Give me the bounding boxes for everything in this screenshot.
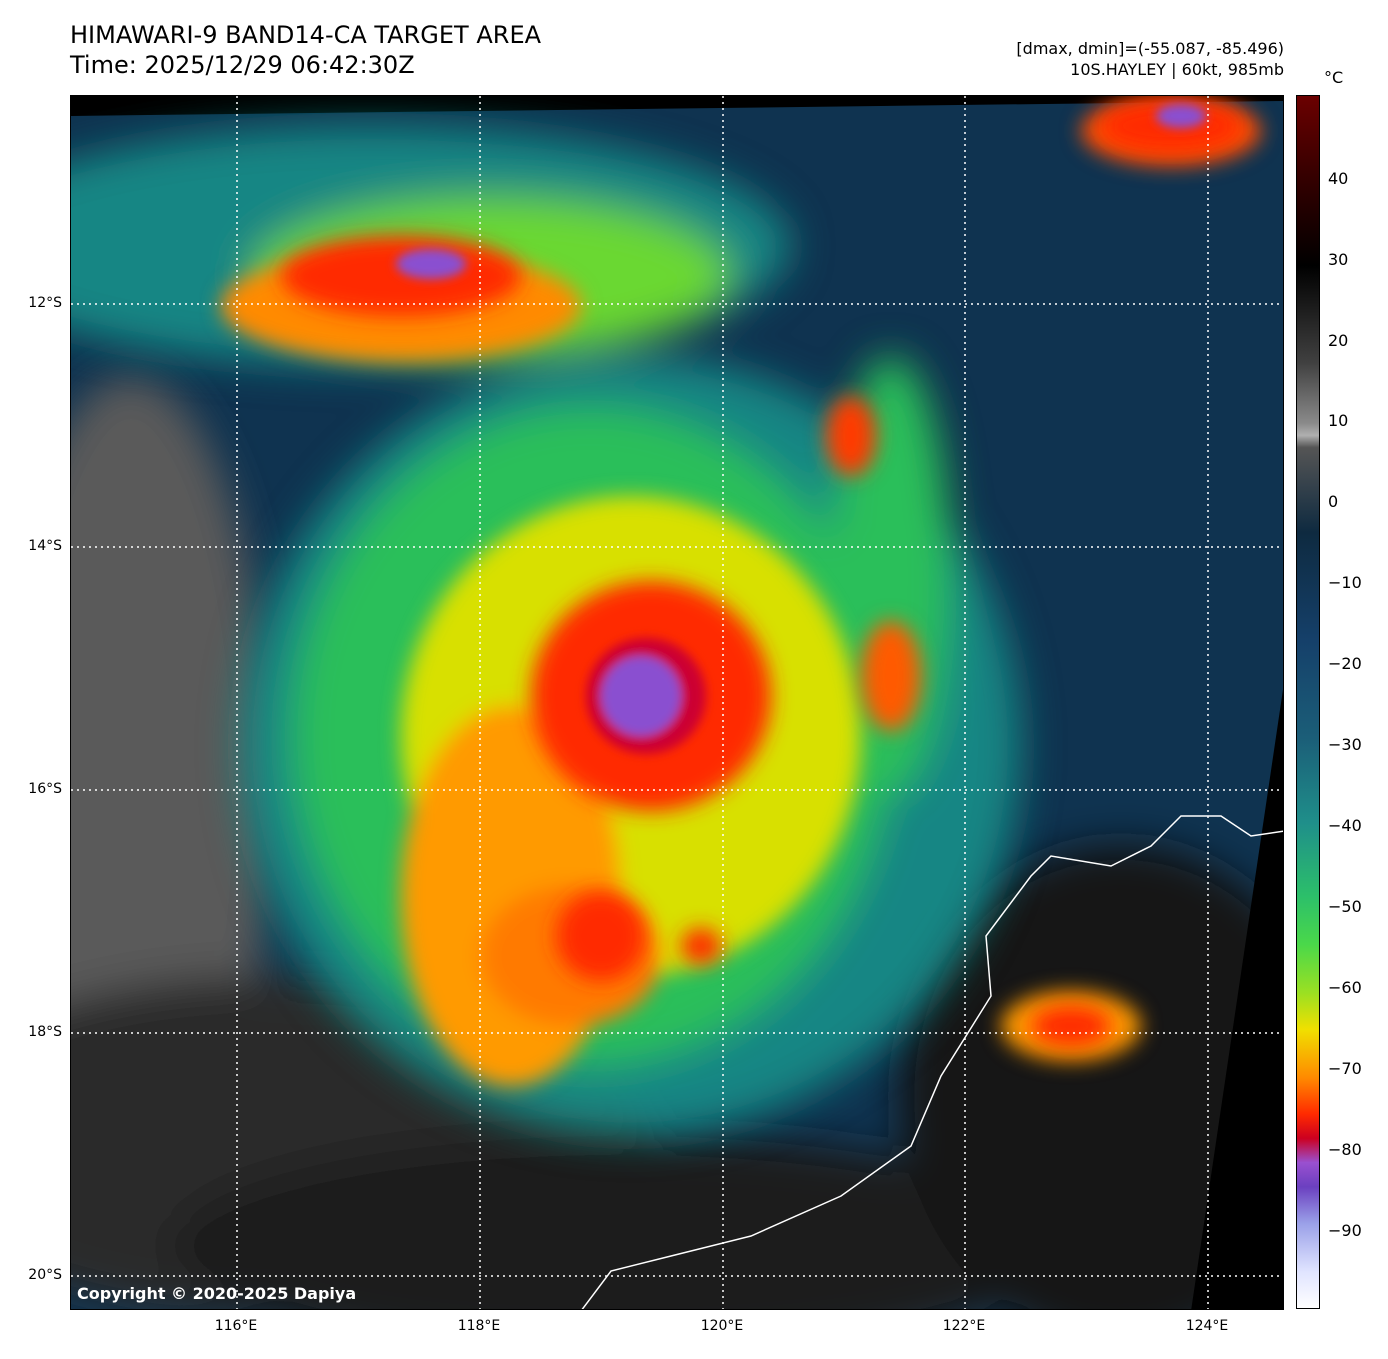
lon-label-122e: 122°E xyxy=(942,1318,986,1334)
colorbar-tick: −30 xyxy=(1328,735,1362,754)
lat-label-16s: 16°S xyxy=(28,781,62,797)
colorbar-unit: °C xyxy=(1324,68,1344,87)
colorbar-tick: −10 xyxy=(1328,573,1362,592)
colorbar-tick: −40 xyxy=(1328,816,1362,835)
colorbar-tick: 10 xyxy=(1328,411,1349,430)
colorbar-tick: −70 xyxy=(1328,1059,1362,1078)
title-line-2: Time: 2025/12/29 06:42:30Z xyxy=(70,51,415,79)
storm-text: 10S.HAYLEY | 60kt, 985mb xyxy=(1070,60,1284,79)
colorbar-tick: 30 xyxy=(1328,250,1349,269)
satellite-map: Copyright © 2020-2025 Dapiya xyxy=(70,95,1284,1310)
lat-label-12s: 12°S xyxy=(28,295,62,311)
lat-label-14s: 14°S xyxy=(28,538,62,554)
colorbar-tick: 40 xyxy=(1328,169,1349,188)
map-title: HIMAWARI-9 BAND14-CA TARGET AREA Time: 2… xyxy=(70,20,541,80)
colorbar-tick: −20 xyxy=(1328,654,1362,673)
range-text: [dmax, dmin]=(-55.087, -85.496) xyxy=(1016,39,1284,58)
colorbar xyxy=(1296,95,1320,1309)
colorbar-tick: 20 xyxy=(1328,331,1349,350)
title-line-1: HIMAWARI-9 BAND14-CA TARGET AREA xyxy=(70,21,542,49)
colorbar-tick: −50 xyxy=(1328,897,1362,916)
lat-label-18s: 18°S xyxy=(28,1024,62,1040)
colorbar-tick: −90 xyxy=(1328,1221,1362,1240)
copyright-text: Copyright © 2020-2025 Dapiya xyxy=(77,1284,357,1303)
colorbar-tick: −80 xyxy=(1328,1140,1362,1159)
colorbar-tick: 0 xyxy=(1328,492,1339,511)
storm-meta: [dmax, dmin]=(-55.087, -85.496) 10S.HAYL… xyxy=(1016,38,1284,80)
colorbar-tick: −60 xyxy=(1328,978,1362,997)
lat-label-20s: 20°S xyxy=(28,1267,62,1283)
lon-label-124e: 124°E xyxy=(1185,1318,1229,1334)
lon-label-120e: 120°E xyxy=(700,1318,744,1334)
lon-label-118e: 118°E xyxy=(457,1318,501,1334)
ir-imagery xyxy=(71,96,1283,1309)
lon-label-116e: 116°E xyxy=(214,1318,258,1334)
